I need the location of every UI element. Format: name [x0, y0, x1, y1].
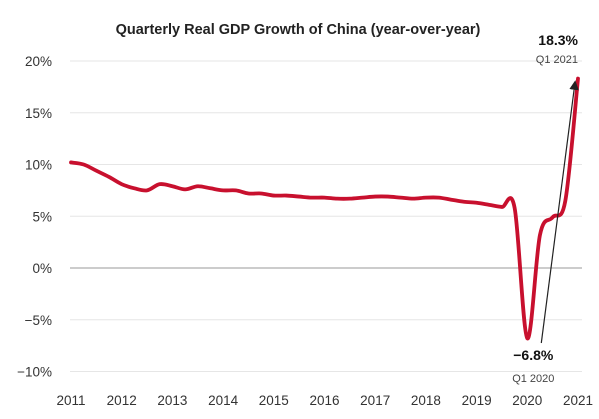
annotation-peak-value: 18.3%	[538, 32, 578, 48]
x-tick-label: 2021	[563, 393, 593, 408]
x-tick-label: 2018	[411, 393, 441, 408]
chart-title: Quarterly Real GDP Growth of China (year…	[116, 22, 481, 38]
y-tick-label: −10%	[17, 365, 52, 380]
x-tick-label: 2013	[157, 393, 187, 408]
x-tick-label: 2015	[259, 393, 289, 408]
gdp-growth-line	[69, 76, 580, 341]
x-tick-label: 2020	[512, 393, 542, 408]
y-tick-label: 5%	[32, 209, 52, 224]
x-tick-label: 2011	[56, 393, 85, 408]
y-axis-ticks: 20% 15% 10% 5% 0% −5% −10%	[17, 54, 52, 380]
y-tick-label: 0%	[32, 261, 52, 276]
x-tick-label: 2014	[208, 393, 239, 408]
annotation-peak-label: Q1 2021	[536, 54, 578, 66]
annotation-arrow	[540, 80, 579, 344]
x-tick-label: 2016	[309, 393, 339, 408]
y-tick-label: 10%	[25, 158, 52, 173]
annotation-trough-label: Q1 2020	[512, 373, 554, 385]
y-tick-label: 15%	[25, 106, 52, 121]
x-tick-label: 2012	[107, 393, 137, 408]
gridlines	[70, 60, 582, 372]
x-axis-ticks: 2011 2012 2013 2014 2015 2016 2017 2018 2019 2020…	[56, 393, 593, 408]
y-tick-label: 20%	[25, 54, 52, 69]
x-tick-label: 2019	[462, 393, 492, 408]
x-tick-label: 2017	[360, 393, 390, 408]
annotations: 18.3% Q1 2021 −6.8% Q1 2020	[512, 32, 579, 385]
y-tick-label: −5%	[25, 313, 52, 328]
annotation-trough-value: −6.8%	[513, 347, 554, 363]
